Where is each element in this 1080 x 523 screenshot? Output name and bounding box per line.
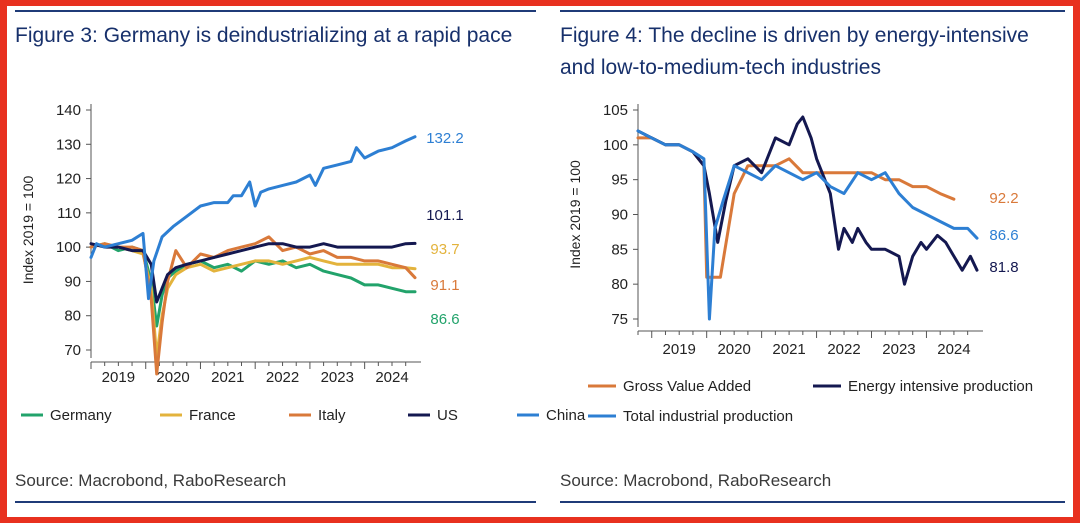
figure-4-panel: Figure 4: The decline is driven by energ… bbox=[552, 6, 1073, 517]
series-line-italy bbox=[89, 235, 417, 376]
x-tick-label: 2024 bbox=[937, 341, 970, 358]
figure-3-panel: Figure 3: Germany is deindustrializing a… bbox=[7, 6, 586, 517]
x-tick-label: 2023 bbox=[321, 369, 354, 386]
figure-3-title: Figure 3: Germany is deindustrializing a… bbox=[15, 24, 513, 47]
y-tick-label: 70 bbox=[64, 342, 81, 359]
y-tick-label: 80 bbox=[64, 308, 81, 325]
y-tick-label: 85 bbox=[611, 241, 628, 258]
y-tick-label: 75 bbox=[611, 311, 628, 328]
y-axis-title: Index 2019 = 100 bbox=[20, 175, 36, 284]
legend-label: Total industrial production bbox=[623, 408, 793, 425]
legend-label: US bbox=[437, 407, 458, 424]
x-tick-label: 2019 bbox=[102, 369, 135, 386]
series-line-total-industrial-production bbox=[636, 129, 979, 321]
bottom-rule bbox=[560, 501, 1065, 503]
legend-label: Italy bbox=[318, 407, 346, 424]
legend-label: Gross Value Added bbox=[623, 378, 751, 395]
page-frame: Figure 3: Germany is deindustrializing a… bbox=[7, 6, 1073, 517]
end-value-label: 81.8 bbox=[989, 259, 1018, 276]
x-tick-label: 2020 bbox=[717, 341, 750, 358]
legend-label: China bbox=[546, 407, 586, 424]
x-tick-label: 2021 bbox=[211, 369, 244, 386]
bottom-rule bbox=[15, 501, 536, 503]
top-rule bbox=[15, 10, 536, 12]
x-tick-label: 2023 bbox=[882, 341, 915, 358]
y-axis-title: Index 2019 = 100 bbox=[567, 160, 583, 269]
y-tick-label: 80 bbox=[611, 276, 628, 293]
y-tick-label: 105 bbox=[603, 102, 628, 119]
y-tick-label: 100 bbox=[56, 239, 81, 256]
y-tick-label: 120 bbox=[56, 171, 81, 188]
end-value-label: 101.1 bbox=[426, 207, 464, 224]
y-tick-label: 110 bbox=[57, 205, 81, 222]
x-tick-label: 2022 bbox=[827, 341, 860, 358]
figure-3-source: Source: Macrobond, RaboResearch bbox=[15, 471, 287, 490]
figure-4-source: Source: Macrobond, RaboResearch bbox=[560, 471, 832, 490]
figure-4-title: Figure 4: The decline is driven by energ… bbox=[560, 24, 1029, 79]
series-line-gross-value-added bbox=[636, 136, 956, 279]
x-tick-label: 2022 bbox=[266, 369, 299, 386]
legend-label: France bbox=[189, 407, 236, 424]
y-tick-label: 130 bbox=[56, 136, 81, 153]
series-line-china bbox=[89, 135, 417, 301]
x-tick-label: 2020 bbox=[156, 369, 189, 386]
legend-label: Energy intensive production bbox=[848, 378, 1033, 395]
y-tick-label: 140 bbox=[56, 102, 81, 119]
y-tick-label: 90 bbox=[611, 207, 628, 224]
y-tick-label: 100 bbox=[603, 137, 628, 154]
x-tick-label: 2024 bbox=[375, 369, 408, 386]
series-line-us bbox=[89, 241, 417, 304]
x-tick-label: 2019 bbox=[663, 341, 696, 358]
y-tick-label: 95 bbox=[611, 172, 628, 189]
series-line-energy-intensive-production bbox=[636, 115, 979, 286]
end-value-label: 86.6 bbox=[989, 227, 1018, 244]
figure-3-chart: 70 80 90 100 110 120 130 140 2019 2020 2021 2022 202… bbox=[20, 102, 586, 424]
series-line-germany bbox=[89, 242, 417, 328]
end-value-label: 132.2 bbox=[426, 130, 464, 147]
end-value-label: 92.2 bbox=[989, 190, 1018, 207]
end-value-label: 93.7 bbox=[430, 241, 459, 258]
y-tick-label: 90 bbox=[64, 273, 81, 290]
end-value-label: 91.1 bbox=[430, 277, 459, 294]
legend-label: Germany bbox=[50, 407, 112, 424]
end-value-label: 86.6 bbox=[430, 311, 459, 328]
x-tick-label: 2021 bbox=[772, 341, 805, 358]
figure-4-chart: 75 80 85 90 95 100 105 2019 2020 2021 2022 2023 2024… bbox=[567, 102, 1033, 425]
top-rule bbox=[560, 10, 1065, 12]
